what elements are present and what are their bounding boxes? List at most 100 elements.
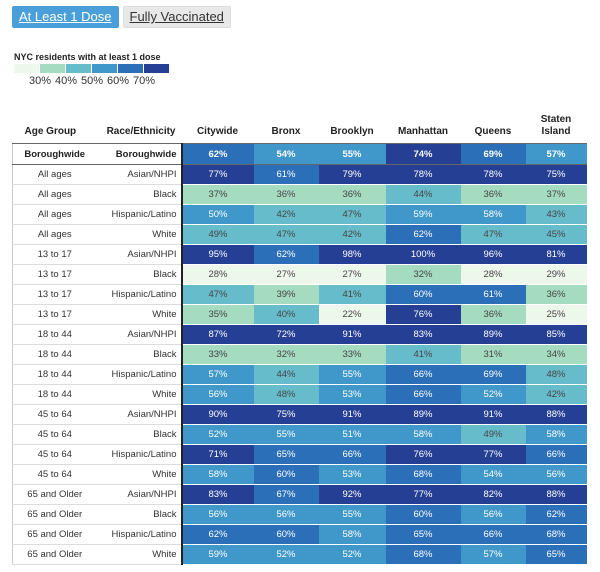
value-cell-brooklyn: 79%	[318, 164, 386, 185]
table-body: Boroughwide Boroughwide 62% 54% 55% 74% 69% 57%…	[12, 143, 587, 565]
value-cell-bronx: 40%	[253, 304, 319, 325]
value-cell-brooklyn: 27%	[318, 264, 386, 285]
table-row: 18 to 44 Hispanic/Latino 57% 44% 55% 66% 69% 48…	[12, 364, 587, 385]
value-cell-manhattan: 76%	[385, 304, 461, 325]
value-cell-citywide: 58%	[181, 464, 254, 485]
value-cell-staten-island: 81%	[525, 244, 587, 265]
race-ethnicity-cell: Hispanic/Latino	[96, 284, 183, 305]
value-cell-brooklyn: 55%	[318, 364, 386, 385]
value-cell-queens: 91%	[460, 404, 526, 425]
age-group-cell: 45 to 64	[12, 464, 97, 485]
race-ethnicity-cell: Asian/NHPI	[96, 324, 183, 345]
race-ethnicity-cell: Black	[96, 504, 183, 525]
table-row: All ages White 49% 47% 42% 62% 47% 45%	[12, 224, 587, 245]
race-ethnicity-cell: Black	[96, 424, 183, 445]
col-header-citywide[interactable]: Citywide	[181, 102, 254, 144]
value-cell-citywide: 62%	[181, 524, 254, 545]
value-cell-manhattan: 78%	[385, 164, 461, 185]
col-header-manhattan[interactable]: Manhattan	[385, 102, 461, 144]
race-ethnicity-cell: Asian/NHPI	[96, 484, 183, 505]
table-row: 13 to 17 Black 28% 27% 27% 32% 28% 29%	[12, 264, 587, 285]
value-cell-bronx: 61%	[253, 164, 319, 185]
table-row: 13 to 17 White 35% 40% 22% 76% 36% 25%	[12, 304, 587, 325]
value-cell-manhattan: 74%	[385, 143, 461, 165]
value-cell-brooklyn: 66%	[318, 444, 386, 465]
age-group-cell: 13 to 17	[12, 244, 97, 265]
dose-tabs: At Least 1 Dose Fully Vaccinated	[12, 6, 231, 28]
race-ethnicity-cell: Hispanic/Latino	[96, 444, 183, 465]
value-cell-brooklyn: 51%	[318, 424, 386, 445]
race-ethnicity-cell: Black	[96, 264, 183, 285]
value-cell-queens: 36%	[460, 184, 526, 205]
value-cell-bronx: 56%	[253, 504, 319, 525]
value-cell-bronx: 65%	[253, 444, 319, 465]
vaccination-table: Age Group Race/Ethnicity Citywide Bronx …	[12, 102, 587, 565]
value-cell-bronx: 52%	[253, 544, 319, 565]
value-cell-staten-island: 34%	[525, 344, 587, 365]
col-header-bronx[interactable]: Bronx	[253, 102, 319, 144]
table-row: 18 to 44 Asian/NHPI 87% 72% 91% 83% 89% 85%	[12, 324, 587, 345]
col-header-brooklyn[interactable]: Brooklyn	[318, 102, 386, 144]
table-row: 65 and Older Asian/NHPI 83% 67% 92% 77% 82% 88%	[12, 484, 587, 505]
value-cell-citywide: 95%	[181, 244, 254, 265]
vaccination-table-container: Age Group Race/Ethnicity Citywide Bronx …	[12, 102, 587, 565]
race-ethnicity-cell: Asian/NHPI	[96, 404, 183, 425]
table-row: 13 to 17 Asian/NHPI 95% 62% 98% 100% 96% 81%	[12, 244, 587, 265]
value-cell-manhattan: 89%	[385, 404, 461, 425]
value-cell-staten-island: 62%	[525, 504, 587, 525]
value-cell-brooklyn: 41%	[318, 284, 386, 305]
value-cell-staten-island: 56%	[525, 464, 587, 485]
race-ethnicity-cell: Boroughwide	[96, 143, 183, 165]
value-cell-manhattan: 62%	[385, 224, 461, 245]
legend-swatches	[14, 64, 169, 73]
race-ethnicity-cell: Hispanic/Latino	[96, 524, 183, 545]
age-group-cell: All ages	[12, 184, 97, 205]
table-row: 65 and Older White 59% 52% 52% 68% 57% 65%	[12, 544, 587, 565]
col-header-age-group[interactable]: Age Group	[12, 102, 97, 144]
value-cell-staten-island: 25%	[525, 304, 587, 325]
legend-label: 40%	[54, 75, 78, 87]
value-cell-bronx: 42%	[253, 204, 319, 225]
table-row: 45 to 64 White 58% 60% 53% 68% 54% 56%	[12, 464, 587, 485]
value-cell-citywide: 28%	[181, 264, 254, 285]
race-ethnicity-cell: Asian/NHPI	[96, 164, 183, 185]
value-cell-citywide: 77%	[181, 164, 254, 185]
value-cell-brooklyn: 55%	[318, 143, 386, 165]
age-group-cell: 13 to 17	[12, 304, 97, 325]
race-ethnicity-cell: Asian/NHPI	[96, 244, 183, 265]
tab-fully-vaccinated[interactable]: Fully Vaccinated	[122, 6, 231, 28]
col-header-staten-island[interactable]: Staten Island	[525, 102, 587, 144]
legend-swatch	[66, 64, 91, 73]
value-cell-manhattan: 60%	[385, 284, 461, 305]
value-cell-citywide: 87%	[181, 324, 254, 345]
value-cell-brooklyn: 22%	[318, 304, 386, 325]
value-cell-queens: 82%	[460, 484, 526, 505]
legend-label: 60%	[106, 75, 130, 87]
value-cell-brooklyn: 53%	[318, 464, 386, 485]
value-cell-citywide: 47%	[181, 284, 254, 305]
table-row: 45 to 64 Asian/NHPI 90% 75% 91% 89% 91% 88%	[12, 404, 587, 425]
value-cell-bronx: 36%	[253, 184, 319, 205]
value-cell-citywide: 50%	[181, 204, 254, 225]
value-cell-queens: 47%	[460, 224, 526, 245]
tab-at-least-1-dose[interactable]: At Least 1 Dose	[12, 6, 119, 28]
value-cell-brooklyn: 53%	[318, 384, 386, 405]
value-cell-manhattan: 44%	[385, 184, 461, 205]
value-cell-queens: 54%	[460, 464, 526, 485]
table-header-row: Age Group Race/Ethnicity Citywide Bronx …	[12, 102, 587, 144]
age-group-cell: 65 and Older	[12, 504, 97, 525]
value-cell-citywide: 35%	[181, 304, 254, 325]
age-group-cell: 45 to 64	[12, 444, 97, 465]
value-cell-staten-island: 48%	[525, 364, 587, 385]
value-cell-queens: 78%	[460, 164, 526, 185]
value-cell-bronx: 48%	[253, 384, 319, 405]
legend-title: NYC residents with at least 1 dose	[14, 52, 161, 62]
value-cell-bronx: 72%	[253, 324, 319, 345]
value-cell-brooklyn: 98%	[318, 244, 386, 265]
table-row: All ages Black 37% 36% 36% 44% 36% 37%	[12, 184, 587, 205]
age-group-cell: 65 and Older	[12, 524, 97, 545]
col-header-queens[interactable]: Queens	[460, 102, 526, 144]
col-header-race-ethnicity[interactable]: Race/Ethnicity	[96, 102, 182, 144]
age-group-cell: 13 to 17	[12, 264, 97, 285]
value-cell-manhattan: 32%	[385, 264, 461, 285]
